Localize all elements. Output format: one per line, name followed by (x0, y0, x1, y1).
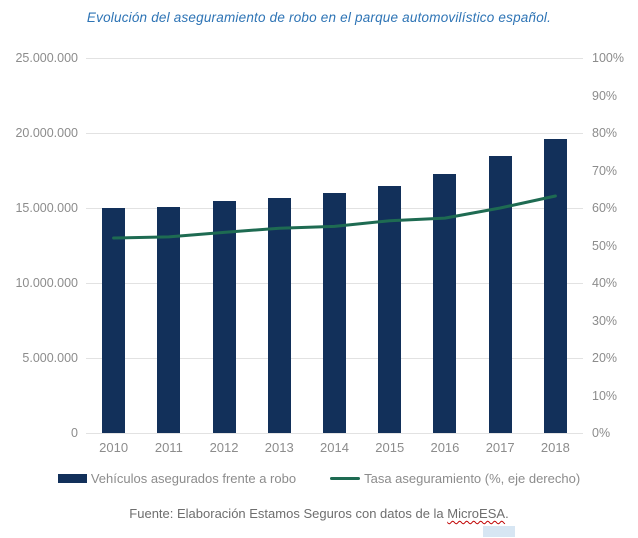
left-axis-tick: 10.000.000 (15, 276, 78, 290)
selection-artifact (483, 526, 515, 537)
right-axis-tick: 40% (592, 276, 618, 290)
line-swatch-icon (330, 477, 361, 480)
x-axis-label-2012: 2012 (209, 440, 239, 455)
line-series (112, 194, 557, 240)
x-axis-label-2017: 2017 (485, 440, 515, 455)
x-axis-label-2016: 2016 (430, 440, 460, 455)
source-note-period: . (505, 506, 509, 521)
right-axis-tick: 60% (592, 201, 618, 215)
bar-swatch-icon (57, 474, 87, 483)
bar-2017 (488, 155, 512, 433)
chart-title: Evolución del aseguramiento de robo en e… (86, 10, 552, 25)
plot-area (86, 58, 583, 434)
right-axis-tick: 90% (592, 88, 618, 103)
right-axis-tick: 20% (592, 351, 618, 365)
right-axis-tick: 0% (592, 426, 611, 440)
x-axis-label-2014: 2014 (320, 440, 349, 455)
source-note: Fuente: Elaboración Estamos Seguros con … (0, 506, 638, 521)
bar-2013 (267, 197, 291, 433)
bar-2011 (157, 206, 181, 433)
right-axis-tick: 80% (592, 126, 618, 140)
right-axis-tick: 100% (592, 51, 624, 65)
left-axis-tick: 15.000.000 (15, 201, 78, 215)
legend-item-bars: Vehículos asegurados frente a robo (57, 471, 297, 486)
bar-2012 (212, 200, 236, 433)
x-axis-label-2015: 2015 (375, 440, 405, 455)
x-axis: 2010 2011 2012 2013 2014 2015 2016 2017 2018 (86, 440, 583, 456)
legend: Vehículos asegurados frente a robo Tasa … (0, 471, 638, 486)
left-axis-tick: 20.000.000 (15, 126, 78, 140)
bar-2014 (323, 193, 346, 433)
left-axis: 0 5.000.000 10.000.000 15.000.000 20.000.000… (0, 51, 78, 440)
right-axis-tick: 70% (592, 163, 618, 178)
gridline (86, 433, 583, 434)
gridline (86, 58, 583, 59)
source-note-flagged-word: MicroESA (447, 506, 506, 521)
right-axis: 0% 10% 20% 30% 40% 50% 60% 70% 80% 90% 100% (592, 51, 638, 440)
right-axis-tick: 10% (592, 388, 618, 403)
bar-2010 (102, 208, 126, 433)
left-axis-tick: 0 (71, 426, 78, 440)
source-note-text: Fuente: Elaboración Estamos Seguros con … (129, 506, 448, 521)
legend-bar-label: Vehículos asegurados frente a robo (90, 471, 297, 486)
left-axis-tick: 5.000.000 (22, 351, 78, 365)
x-axis-label-2011: 2011 (154, 440, 183, 455)
rate-line (112, 194, 557, 240)
bar-2016 (433, 173, 457, 433)
bar-2018 (543, 139, 567, 433)
gridline (86, 133, 583, 134)
x-axis-label-2010: 2010 (99, 440, 129, 455)
bar-2015 (378, 185, 402, 433)
right-axis-tick: 50% (592, 238, 618, 253)
legend-line-label: Tasa aseguramiento (%, eje derecho) (364, 471, 581, 486)
legend-item-line: Tasa aseguramiento (%, eje derecho) (330, 471, 580, 486)
x-axis-label-2013: 2013 (264, 440, 294, 455)
left-axis-tick: 25.000.000 (15, 51, 78, 65)
x-axis-label-2018: 2018 (540, 440, 570, 455)
right-axis-tick: 30% (592, 313, 618, 328)
